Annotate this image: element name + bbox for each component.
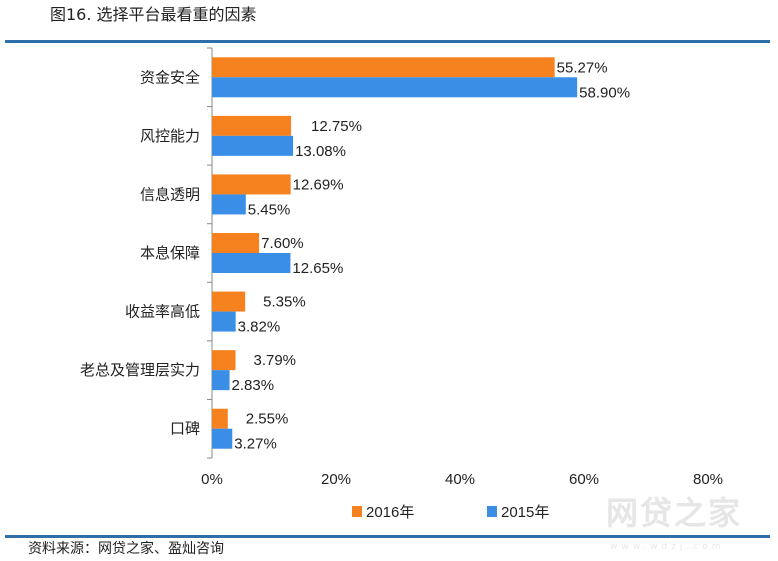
bar-2015年: [212, 253, 291, 273]
bar-2016年: [212, 174, 291, 195]
x-tick-label: 60%: [569, 471, 599, 488]
x-tick-label: 20%: [321, 471, 351, 488]
legend-label: 2015年: [501, 504, 549, 521]
category-label: 口碑: [170, 421, 200, 438]
bar-2015年: [212, 135, 294, 156]
category-label: 本息保障: [140, 244, 200, 262]
x-tick-label: 0%: [201, 471, 223, 488]
bar-2015年: [212, 194, 246, 215]
legend-swatch: [487, 506, 497, 517]
bar-2015年: [212, 428, 233, 449]
data-label: 12.65%: [292, 260, 343, 277]
bar-2016年: [212, 350, 236, 371]
bar-2016年: [212, 233, 260, 253]
top-divider: [5, 40, 770, 43]
x-tick-label: 40%: [445, 471, 475, 488]
data-label: 55.27%: [557, 59, 608, 76]
category-label: 资金安全: [140, 68, 200, 86]
bar-2015年: [212, 370, 230, 391]
figure-title: 图16. 选择平台最看重的因素: [50, 5, 257, 24]
legend-label: 2016年: [366, 504, 414, 521]
data-label: 12.75%: [311, 118, 362, 135]
data-label: 2.83%: [232, 377, 275, 394]
data-label: 5.45%: [248, 201, 291, 218]
data-label: 13.08%: [295, 143, 346, 160]
category-label: 信息透明: [140, 186, 200, 203]
data-label: 3.79%: [253, 352, 296, 369]
legend-swatch: [352, 506, 362, 517]
data-label: 2.55%: [246, 411, 289, 428]
x-tick-label: 80%: [693, 471, 723, 488]
watermark-logo: 网贷之家: [606, 494, 743, 532]
source-note: 资料来源：网贷之家、盈灿咨询: [28, 541, 224, 557]
bar-2015年: [212, 77, 578, 98]
data-label: 58.90%: [579, 84, 630, 101]
data-label: 12.69%: [293, 176, 344, 193]
bar-2015年: [212, 311, 236, 332]
bar-chart: 资金安全 55.27% 58.90% 风控能力 12.75% 13.08% 信息透明 12.6…: [80, 47, 723, 521]
bar-2016年: [212, 408, 228, 429]
bar-2016年: [212, 291, 246, 312]
category-label: 风控能力: [140, 128, 200, 145]
category-label: 老总及管理层实力: [80, 362, 200, 379]
data-label: 3.82%: [238, 319, 281, 336]
bottom-divider: [5, 535, 770, 538]
bar-2016年: [212, 57, 555, 78]
data-label: 7.60%: [261, 235, 304, 252]
bar-2016年: [212, 115, 292, 136]
data-label: 3.27%: [234, 436, 277, 453]
data-label: 5.35%: [263, 294, 306, 311]
category-label: 收益率高低: [125, 304, 200, 321]
watermark-url: www.wdzj.com: [610, 542, 725, 552]
